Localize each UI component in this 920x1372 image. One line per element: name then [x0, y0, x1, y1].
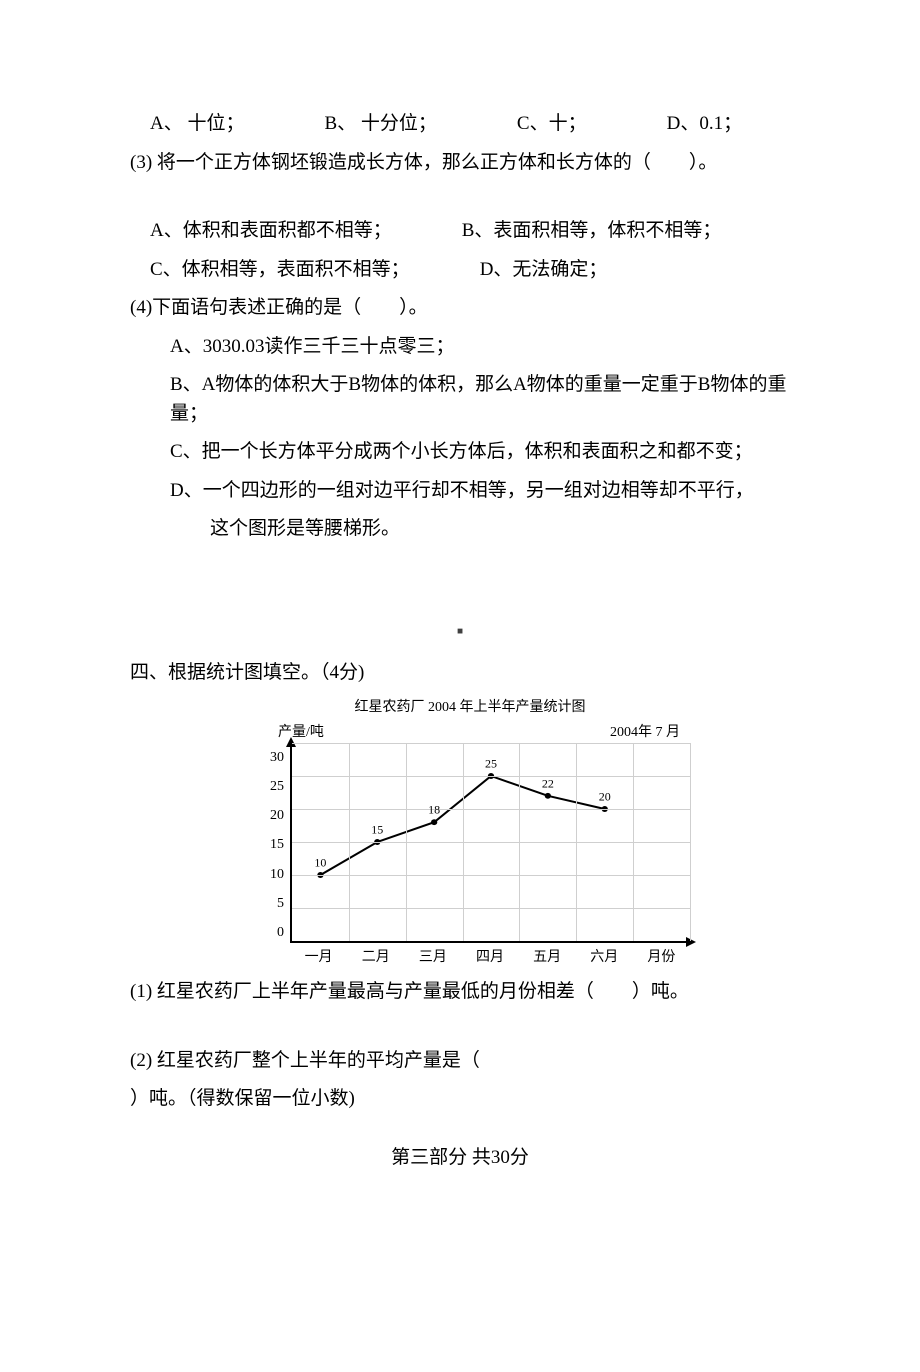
q4-opt-d1: D、一个四边形的一组对边平行却不相等，另一组对边相等却不平行，: [130, 477, 790, 506]
production-chart: 红星农药厂 2004 年上半年产量统计图 产量/吨 2004年 7 月 0 5 …: [250, 697, 690, 968]
q2-opt-c: C、十；: [517, 110, 587, 139]
q2-opt-b: B、 十分位；: [324, 110, 436, 139]
chart-value-label: 20: [599, 787, 611, 805]
q3-opts-row2: C、体积相等，表面积不相等； D、无法确定；: [130, 256, 790, 285]
part3-heading: 第三部分 共30分: [130, 1144, 790, 1173]
chart-q2b: ）吨。（得数保留一位小数): [130, 1085, 790, 1114]
chart-q2a: (2) 红星农药厂整个上半年的平均产量是（: [130, 1047, 790, 1076]
section4-heading: 四、根据统计图填空。（4分): [130, 659, 790, 688]
ytick-5: 25: [270, 776, 284, 797]
q4-stem: (4)下面语句表述正确的是（ ）。: [130, 294, 790, 323]
ytick-1: 5: [277, 893, 284, 914]
q4-opt-a: A、3030.03读作三千三十点零三；: [130, 333, 790, 362]
q3-opt-a: A、体积和表面积都不相等；: [150, 217, 392, 246]
ytick-0: 0: [277, 922, 284, 943]
xtick-5: 六月: [576, 947, 633, 968]
q3-opts-row1: A、体积和表面积都不相等； B、表面积相等，体积不相等；: [130, 217, 790, 246]
xtick-1: 二月: [347, 947, 404, 968]
chart-y-ticks: 0 5 10 15 20 25 30: [250, 743, 290, 943]
separator-dot: ■: [130, 624, 790, 639]
q3-opt-b: B、表面积相等，体积不相等；: [462, 217, 722, 246]
x-axis-label: 月份: [633, 947, 690, 968]
q4-opt-c: C、把一个长方体平分成两个小长方体后，体积和表面积之和都不变；: [130, 438, 790, 467]
q2-opt-a: A、 十位；: [150, 110, 244, 139]
q3-stem: (3) 将一个正方体钢坯锻造成长方体，那么正方体和长方体的（ ）。: [130, 149, 790, 178]
q3-opt-c: C、体积相等，表面积不相等；: [150, 256, 410, 285]
chart-header: 产量/吨 2004年 7 月: [250, 722, 690, 743]
chart-value-label: 25: [485, 754, 497, 772]
xtick-3: 四月: [461, 947, 518, 968]
ytick-4: 20: [270, 805, 284, 826]
chart-date-label: 2004年 7 月: [610, 722, 680, 743]
q3-opt-d: D、无法确定；: [480, 256, 608, 285]
q4-opt-d2: 这个图形是等腰梯形。: [130, 515, 790, 544]
xtick-4: 五月: [519, 947, 576, 968]
xtick-0: 一月: [290, 947, 347, 968]
ytick-6: 30: [270, 747, 284, 768]
q4-opt-b: B、A物体的体积大于B物体的体积，那么A物体的重量一定重于B物体的重量；: [130, 371, 790, 428]
chart-x-ticks: 一月 二月 三月 四月 五月 六月 月份: [250, 947, 690, 968]
chart-value-label: 22: [542, 774, 554, 792]
q2-opt-d: D、0.1；: [667, 110, 742, 139]
chart-value-label: 18: [428, 801, 440, 819]
q2-options: A、 十位； B、 十分位； C、十； D、0.1；: [130, 110, 790, 139]
xtick-2: 三月: [404, 947, 461, 968]
chart-title: 红星农药厂 2004 年上半年产量统计图: [250, 697, 690, 718]
ytick-3: 15: [270, 834, 284, 855]
chart-value-label: 10: [314, 853, 326, 871]
ytick-2: 10: [270, 864, 284, 885]
chart-q1: (1) 红星农药厂上半年产量最高与产量最低的月份相差（ ）吨。: [130, 978, 790, 1007]
chart-value-label: 15: [371, 820, 383, 838]
chart-y-label: 产量/吨: [278, 722, 324, 743]
